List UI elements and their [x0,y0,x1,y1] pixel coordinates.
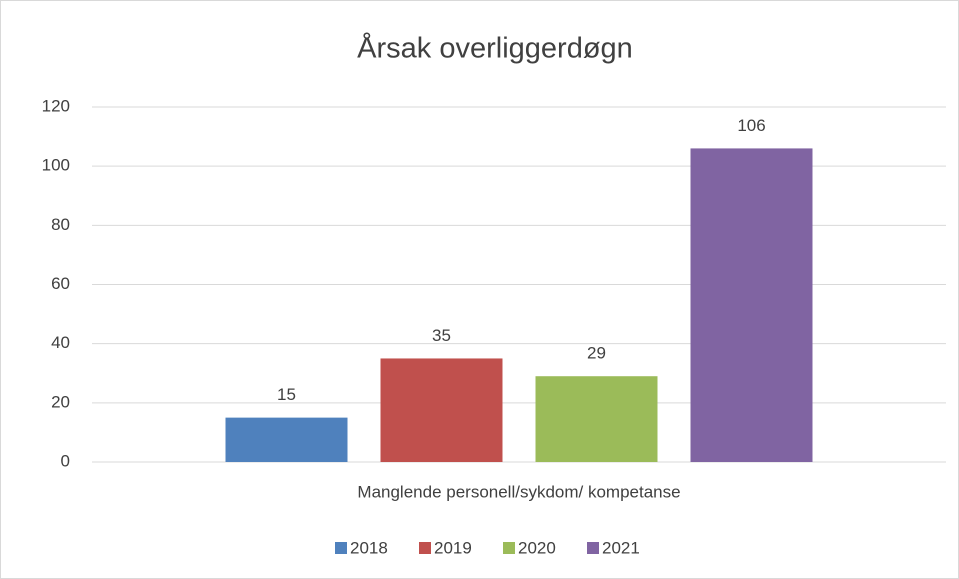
data-label: 35 [432,326,451,345]
y-tick-label: 20 [51,392,70,411]
y-tick-label: 100 [42,156,70,175]
legend-swatch [587,542,599,554]
x-tick-label: Manglende personell/sykdom/ kompetanse [357,482,680,501]
y-tick-label: 0 [61,451,70,470]
bar [225,417,348,462]
y-tick-label: 60 [51,274,70,293]
y-tick-label: 80 [51,215,70,234]
legend-swatch [335,542,347,554]
legend-label: 2019 [434,538,472,557]
chart-title: Årsak overliggerdøgn [357,32,633,65]
data-label: 15 [277,385,296,404]
legend-label: 2020 [518,538,556,557]
bar [535,376,658,462]
data-label: 106 [737,116,765,135]
legend-label: 2018 [350,538,388,557]
legend-swatch [419,542,431,554]
bar [380,358,503,462]
legend-label: 2021 [602,538,640,557]
y-tick-label: 120 [42,96,70,115]
bar [690,148,813,462]
y-tick-label: 40 [51,333,70,352]
legend-swatch [503,542,515,554]
data-label: 29 [587,344,606,363]
